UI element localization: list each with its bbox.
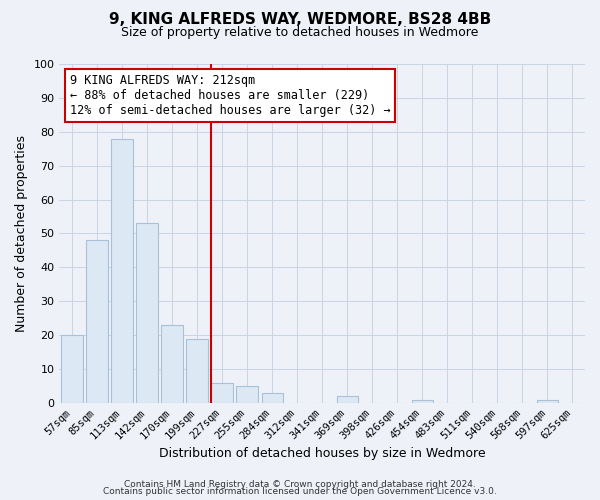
Text: Size of property relative to detached houses in Wedmore: Size of property relative to detached ho…: [121, 26, 479, 39]
Bar: [211, 382, 233, 403]
Text: 9 KING ALFREDS WAY: 212sqm
← 88% of detached houses are smaller (229)
12% of sem: 9 KING ALFREDS WAY: 212sqm ← 88% of deta…: [70, 74, 391, 117]
Bar: [187, 338, 208, 403]
Bar: [337, 396, 358, 403]
Bar: [262, 393, 283, 403]
Bar: [412, 400, 433, 403]
Bar: [161, 325, 182, 403]
Bar: [236, 386, 258, 403]
Bar: [136, 224, 158, 403]
Bar: [61, 335, 83, 403]
Text: 9, KING ALFREDS WAY, WEDMORE, BS28 4BB: 9, KING ALFREDS WAY, WEDMORE, BS28 4BB: [109, 12, 491, 28]
Y-axis label: Number of detached properties: Number of detached properties: [15, 135, 28, 332]
X-axis label: Distribution of detached houses by size in Wedmore: Distribution of detached houses by size …: [159, 447, 485, 460]
Text: Contains HM Land Registry data © Crown copyright and database right 2024.: Contains HM Land Registry data © Crown c…: [124, 480, 476, 489]
Bar: [537, 400, 558, 403]
Bar: [86, 240, 107, 403]
Text: Contains public sector information licensed under the Open Government Licence v3: Contains public sector information licen…: [103, 488, 497, 496]
Bar: [112, 138, 133, 403]
